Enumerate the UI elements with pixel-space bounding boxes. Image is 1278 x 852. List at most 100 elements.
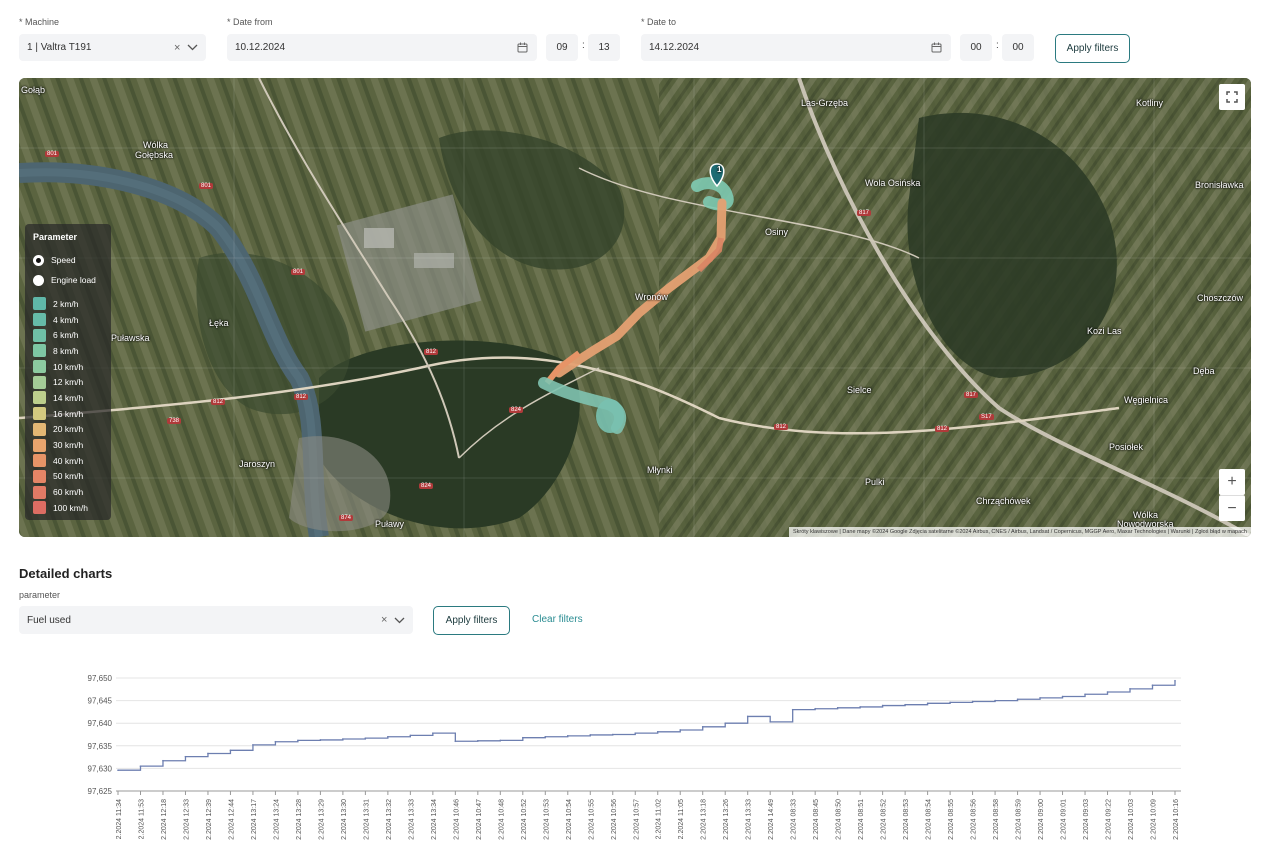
x-tick-label: 2.2024 10:48 bbox=[498, 799, 505, 840]
x-tick-label: 2.2024 10:57 bbox=[633, 799, 640, 840]
data-point bbox=[701, 726, 704, 728]
data-point bbox=[229, 749, 232, 752]
data-point bbox=[1129, 688, 1131, 690]
place-label: Młynki bbox=[647, 465, 673, 475]
x-tick-label: 2.2024 13:28 bbox=[296, 799, 303, 840]
legend-item: 12 km/h bbox=[33, 374, 103, 390]
x-tick-label: 2.2024 13:17 bbox=[251, 799, 258, 840]
time-from-minute[interactable]: 13 bbox=[588, 34, 620, 61]
date-from-input[interactable]: 10.12.2024 bbox=[227, 34, 537, 61]
x-tick-label: 2.2024 13:31 bbox=[363, 799, 370, 840]
radio-unselected-icon[interactable] bbox=[33, 274, 44, 286]
date-to-input[interactable]: 14.12.2024 bbox=[641, 34, 951, 61]
data-point bbox=[207, 752, 209, 755]
x-tick-label: 2.2024 08:50 bbox=[836, 799, 843, 840]
x-tick-label: 2.2024 10:52 bbox=[521, 799, 528, 840]
x-tick-label: 2.2024 12:18 bbox=[161, 799, 168, 840]
x-tick-label: 2.2024 10:03 bbox=[1128, 799, 1135, 840]
legend-item: 40 km/h bbox=[33, 453, 103, 469]
machine-select[interactable]: 1 | Valtra T191 × bbox=[19, 34, 206, 61]
road-number-label: 738 bbox=[167, 418, 182, 424]
map-attribution[interactable]: Skróty klawiszowe | Dane mapy ©2024 Goog… bbox=[788, 527, 1251, 537]
data-point bbox=[432, 732, 434, 734]
x-tick-label: 2.2024 08:54 bbox=[926, 799, 933, 840]
clear-filters-link[interactable]: Clear filters bbox=[532, 614, 583, 625]
legend-item-label: 6 km/h bbox=[53, 330, 79, 341]
road-number-label: 812 bbox=[935, 426, 950, 432]
y-tick-label: 97,630 bbox=[88, 764, 113, 773]
x-tick-label: 2.2024 08:52 bbox=[881, 799, 888, 840]
chevron-down-icon[interactable] bbox=[187, 34, 198, 61]
radio-label: Speed bbox=[51, 255, 76, 265]
x-tick-label: 2.2024 10:54 bbox=[566, 799, 573, 840]
x-tick-label: 2.2024 12:33 bbox=[183, 799, 190, 840]
data-point bbox=[926, 702, 929, 705]
data-point bbox=[566, 735, 569, 737]
road-number-label: 874 bbox=[339, 515, 354, 521]
radio-label: Engine load bbox=[51, 275, 96, 285]
y-tick-label: 97,635 bbox=[88, 742, 113, 751]
legend-item-label: 2 km/h bbox=[53, 298, 79, 309]
legend-item: 14 km/h bbox=[33, 390, 103, 406]
place-label: Osiny bbox=[765, 227, 789, 237]
legend-item-label: 14 km/h bbox=[53, 392, 84, 403]
zoom-out-button[interactable]: − bbox=[1219, 495, 1245, 521]
time-from-hour[interactable]: 09 bbox=[546, 34, 578, 61]
data-point bbox=[454, 740, 457, 743]
data-point bbox=[994, 699, 996, 702]
date-to-value: 14.12.2024 bbox=[649, 42, 700, 53]
place-label: Dęba bbox=[1193, 366, 1215, 376]
data-point bbox=[1084, 693, 1086, 696]
radio-speed[interactable]: Speed bbox=[33, 250, 103, 270]
time-to-minute[interactable]: 00 bbox=[1002, 34, 1034, 61]
data-point bbox=[477, 740, 479, 742]
radio-engine-load[interactable]: Engine load bbox=[33, 270, 103, 290]
fullscreen-button[interactable] bbox=[1219, 84, 1245, 110]
place-label: Wola Osińska bbox=[865, 178, 921, 188]
road-number-label: 824 bbox=[509, 407, 524, 413]
clear-icon[interactable]: × bbox=[174, 41, 181, 54]
x-tick-label: 2.2024 10:09 bbox=[1151, 799, 1158, 840]
x-tick-label: 2.2024 11:53 bbox=[138, 799, 145, 839]
legend-item-label: 50 km/h bbox=[53, 471, 84, 482]
place-label: Posiołek bbox=[1109, 442, 1144, 452]
road-number-label: 812 bbox=[211, 399, 226, 405]
x-tick-label: 2.2024 13:30 bbox=[341, 799, 348, 840]
legend-swatch bbox=[33, 360, 46, 374]
legend-item: 20 km/h bbox=[33, 422, 103, 438]
series-line bbox=[118, 680, 1176, 771]
place-label: Choszczów bbox=[1197, 293, 1244, 303]
data-point bbox=[1039, 697, 1041, 699]
place-label: Kozi Las bbox=[1087, 326, 1122, 336]
chevron-down-icon[interactable] bbox=[394, 606, 405, 634]
road-number-label: 817 bbox=[857, 210, 872, 216]
place-label: Węgielnica bbox=[1124, 395, 1169, 405]
x-tick-label: 2.2024 12:39 bbox=[206, 799, 213, 840]
map-legend: Parameter Speed Engine load 2 km/h 4 km/h… bbox=[25, 224, 111, 520]
data-point bbox=[319, 739, 322, 741]
detail-apply-filters-button[interactable]: Apply filters bbox=[433, 606, 510, 635]
legend-swatch bbox=[33, 501, 46, 515]
y-tick-label: 97,645 bbox=[88, 697, 113, 706]
legend-item: 8 km/h bbox=[33, 343, 103, 359]
x-tick-label: 2.2024 10:55 bbox=[588, 799, 595, 840]
data-point bbox=[904, 703, 906, 706]
map-imagery bbox=[19, 78, 1251, 537]
legend-swatch bbox=[33, 407, 46, 421]
zoom-in-button[interactable]: + bbox=[1219, 469, 1245, 495]
x-tick-label: 2.2024 12:44 bbox=[228, 799, 235, 840]
apply-filters-button[interactable]: Apply filters bbox=[1055, 34, 1130, 63]
legend-item-label: 8 km/h bbox=[53, 345, 79, 356]
satellite-map[interactable]: 1 Gołąb Wólka Gołębska Las-Grzęba Kotlin… bbox=[19, 78, 1251, 537]
radio-selected-icon[interactable] bbox=[33, 254, 44, 266]
parameter-label: parameter bbox=[19, 590, 61, 600]
machine-value: 1 | Valtra T191 bbox=[27, 42, 92, 53]
calendar-icon[interactable] bbox=[517, 34, 528, 61]
time-to-hour[interactable]: 00 bbox=[960, 34, 992, 61]
x-tick-label: 2.2024 13:24 bbox=[273, 799, 280, 840]
clear-icon[interactable]: × bbox=[381, 614, 388, 626]
calendar-icon[interactable] bbox=[931, 34, 942, 61]
parameter-select[interactable]: Fuel used × bbox=[19, 606, 413, 634]
data-point bbox=[1151, 684, 1154, 687]
data-point bbox=[679, 729, 682, 731]
